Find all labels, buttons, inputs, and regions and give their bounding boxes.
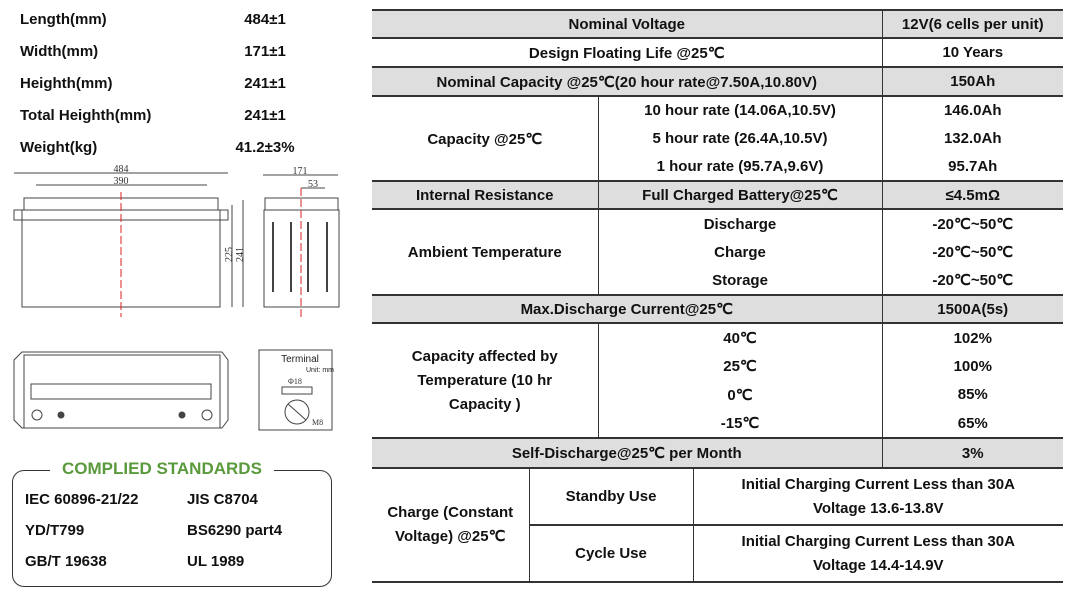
terminal-thread: M8 (312, 418, 323, 427)
row-label: Nominal Capacity @25℃(20 hour rate@7.50A… (372, 66, 882, 97)
row-value: 150Ah (881, 66, 1063, 97)
charge-voltage: Voltage 14.4-14.9V (812, 556, 944, 574)
row-value: 132.0Ah (881, 124, 1063, 153)
dim-h-body: 225 (224, 247, 235, 262)
spec-label: Width(mm) (20, 43, 99, 60)
row-value: 100% (881, 352, 1063, 380)
row-label: Design Floating Life @25℃ (372, 37, 882, 68)
spec-value: 241±1 (244, 75, 286, 92)
row-value: Initial Charging Current Less than 30A Vo… (692, 467, 1063, 526)
spec-label: Heighth(mm) (20, 75, 113, 92)
standard-item: YD/T799 (25, 522, 85, 539)
sub-label: Storage (597, 266, 882, 296)
charge-current: Initial Charging Current Less than 30A (741, 475, 1015, 493)
row-value: 146.0Ah (881, 95, 1063, 124)
spec-table: Nominal Voltage 12V(6 cells per unit) Des… (372, 9, 1063, 469)
row-value: 1500A(5s) (881, 294, 1063, 324)
row-label: Ambient Temperature (372, 208, 598, 296)
row-value: 65% (881, 409, 1063, 439)
spec-label: Total Heighth(mm) (20, 107, 152, 124)
row-label: Internal Resistance (372, 180, 598, 210)
row-value: 12V(6 cells per unit) (881, 9, 1063, 39)
row-label: Nominal Voltage (372, 9, 882, 39)
dim-h-total: 241 (235, 247, 246, 262)
sub-label: 0℃ (597, 380, 882, 409)
row-label: Capacity affected by Temperature (10 hr … (372, 322, 598, 439)
row-value: 3% (881, 437, 1063, 469)
spec-value: 484±1 (244, 11, 286, 28)
standard-item: GB/T 19638 (25, 553, 107, 570)
row-value: ≤4.5mΩ (881, 180, 1063, 210)
row-value: 10 Years (881, 37, 1063, 68)
spec-label: Length(mm) (20, 11, 107, 28)
sub-label: Standby Use (528, 467, 693, 526)
spec-value: 41.2±3% (235, 139, 295, 156)
terminal-title: Terminal (281, 354, 319, 365)
standard-item: JIS C8704 (187, 491, 258, 508)
standard-item: IEC 60896-21/22 (25, 491, 139, 508)
standards-title: COMPLIED STANDARDS (50, 459, 274, 479)
sub-label: Full Charged Battery@25℃ (597, 180, 882, 210)
row-label: Charge (Constant Voltage) @25℃ (372, 467, 529, 583)
sub-label: 5 hour rate (26.4A,10.5V) (597, 124, 882, 153)
spec-value: 171±1 (244, 43, 286, 60)
sub-label: 10 hour rate (14.06A,10.5V) (597, 95, 882, 124)
dim-offset: 53 (308, 179, 318, 190)
sub-label: Discharge (597, 208, 882, 238)
spec-label: Weight(kg) (20, 139, 98, 156)
row-label: Max.Discharge Current@25℃ (372, 294, 882, 324)
sub-label: 40℃ (597, 322, 882, 352)
charge-table: Charge (Constant Voltage) @25℃ Standby Us… (372, 467, 1063, 583)
battery-drawing: 484 390 225 241 171 53 Terminal Unit: mm… (13, 164, 340, 431)
row-value: -20℃~50℃ (881, 266, 1063, 296)
row-label: Self-Discharge@25℃ per Month (372, 437, 882, 469)
row-value: 102% (881, 322, 1063, 352)
standard-item: UL 1989 (187, 553, 245, 570)
dim-length: 484 (114, 164, 129, 175)
terminal-diameter: Φ18 (288, 377, 302, 386)
standard-item: BS6290 part4 (187, 522, 283, 539)
sub-label: 1 hour rate (95.7A,9.6V) (597, 153, 882, 182)
sub-label: 25℃ (597, 352, 882, 380)
sub-label: -15℃ (597, 409, 882, 439)
terminal-unit: Unit: mm (306, 367, 334, 374)
row-value: 85% (881, 380, 1063, 409)
row-value: Initial Charging Current Less than 30A Vo… (692, 524, 1063, 583)
sub-label: Charge (597, 238, 882, 266)
row-value: 95.7Ah (881, 153, 1063, 182)
spec-value: 241±1 (244, 107, 286, 124)
charge-voltage: Voltage 13.6-13.8V (812, 499, 944, 517)
row-value: -20℃~50℃ (881, 238, 1063, 266)
row-label: Capacity @25℃ (372, 95, 598, 182)
dim-width: 171 (293, 166, 308, 177)
row-value: -20℃~50℃ (881, 208, 1063, 238)
charge-current: Initial Charging Current Less than 30A (741, 532, 1015, 550)
dim-span: 390 (114, 176, 129, 187)
sub-label: Cycle Use (528, 524, 693, 583)
